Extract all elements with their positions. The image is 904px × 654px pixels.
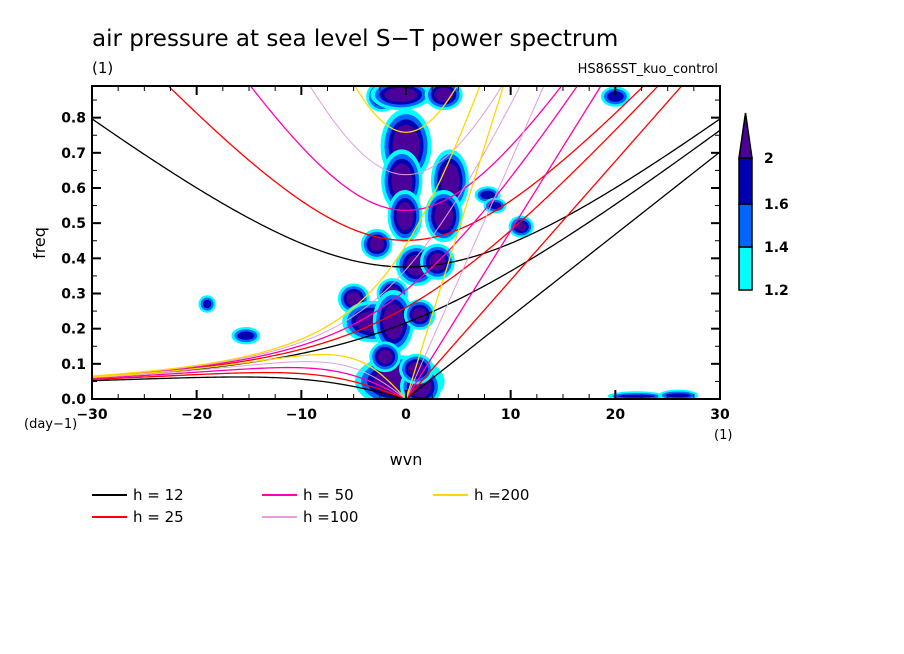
x-tick-label: 0: [401, 407, 411, 423]
kelvin-curve: [405, 151, 720, 399]
shaded-region-level-3: [396, 202, 414, 231]
x-tick-label: −10: [286, 407, 317, 423]
shaded-region-level-2: [202, 299, 212, 309]
shaded-region-level-3: [382, 304, 404, 340]
legend-label: h = 12: [133, 486, 184, 504]
shaded-regions: [198, 86, 699, 399]
ig-curve: [354, 86, 458, 133]
kelvin-curve: [405, 86, 505, 399]
x-axis-label: wvn: [390, 450, 423, 469]
colorbar-label: 1.6: [764, 197, 789, 213]
colorbar-extend-triangle: [738, 112, 753, 159]
rossby-curve: [92, 366, 407, 399]
shaded-region-level-2: [480, 190, 495, 200]
kelvin-curve: [405, 86, 545, 399]
y-axis-unit: (day−1): [24, 417, 77, 432]
rossby-curve: [92, 361, 407, 399]
colorbar-label: 1.2: [764, 283, 789, 299]
y-tick-label: 0.1: [61, 357, 86, 373]
ig-curve: [92, 118, 720, 268]
ig-curve: [167, 86, 645, 242]
shaded-region-level-2: [606, 91, 624, 102]
y-axis: 0.0 0.1 0.2 0.3 0.4 0.5 0.6 0.7 0.8: [61, 99, 720, 408]
rossby-curve: [92, 376, 407, 399]
rossby-curve: [92, 353, 407, 399]
shaded-region-level-2: [237, 331, 255, 340]
shaded-region-level-3: [440, 163, 460, 199]
legend-label: h =200: [474, 486, 529, 504]
shaded-region-level-3: [377, 349, 393, 364]
shaded-region-level-3: [384, 87, 418, 102]
colorbar-segment: [738, 246, 753, 291]
shaded-region-level-2: [665, 393, 691, 398]
shaded-region-level-2: [617, 394, 656, 398]
x-axis-unit: (1): [714, 428, 732, 443]
shaded-region-level-3: [515, 222, 527, 231]
x-tick-label: 20: [606, 407, 626, 423]
plot-area: −30 −20 −10 0 10 20 30 0.00.10.20.30.40.50.60.…: [61, 85, 730, 423]
ig-curve: [249, 86, 563, 212]
colorbar-segment: [738, 157, 753, 205]
mrg-curve: [92, 86, 579, 378]
shaded-region-level-3: [369, 237, 385, 252]
y-axis-label: freq: [30, 227, 49, 259]
colorbar-label: 2: [764, 151, 774, 167]
shaded-region-level-3: [434, 87, 454, 102]
shaded-region-level-3: [434, 202, 454, 231]
x-tick-label: 10: [501, 407, 521, 423]
legend-label: h =100: [303, 508, 358, 526]
legend: h = 12 h = 25 h = 50 h =100 h =200: [92, 486, 529, 526]
kelvin-curve: [405, 86, 602, 399]
y-tick-label: 0.6: [61, 181, 86, 197]
y-tick-label: 0.7: [61, 146, 86, 162]
y-tick-label: 0.8: [61, 111, 86, 127]
mrg-curve: [92, 86, 659, 378]
colorbar-segment: [738, 203, 753, 248]
mrg-curve: [92, 86, 481, 377]
rossby-curve: [92, 371, 407, 399]
colorbar-label: 1.4: [764, 240, 789, 256]
kelvin-curve: [405, 86, 683, 399]
x-tick-label: −30: [76, 407, 107, 423]
chart-subtitle-left: (1): [92, 59, 113, 77]
y-tick-label: 0.4: [61, 251, 86, 267]
chart-title: air pressure at sea level S−T power spec…: [92, 26, 618, 52]
y-tick-label: 0.0: [61, 392, 86, 408]
legend-label: h = 25: [133, 508, 184, 526]
x-tick-label: 30: [710, 407, 730, 423]
dispersion-curves: [92, 86, 720, 399]
ig-curve: [309, 86, 503, 176]
y-tick-label: 0.3: [61, 286, 86, 302]
x-axis: −30 −20 −10 0 10 20 30: [76, 86, 730, 423]
y-tick-label: 0.2: [61, 322, 86, 338]
y-tick-label: 0.5: [61, 216, 86, 232]
shaded-region-level-3: [346, 291, 361, 306]
colorbar: 1.2 1.4 1.6 2: [738, 112, 789, 299]
x-tick-label: −20: [181, 407, 212, 423]
legend-label: h = 50: [303, 486, 354, 504]
shaded-region-level-3: [391, 163, 413, 199]
chart-subtitle-right: HS86SST_kuo_control: [578, 62, 718, 77]
